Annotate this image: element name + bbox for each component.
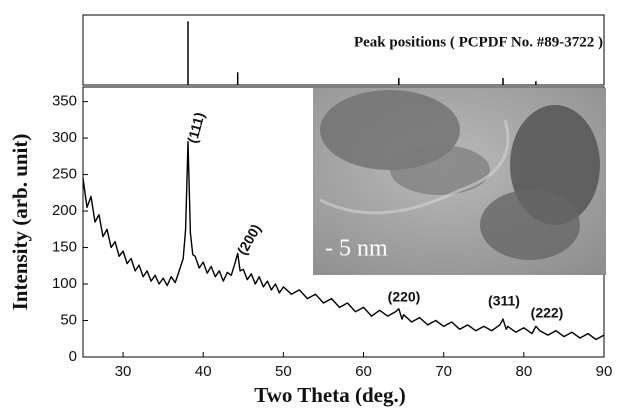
x-tick-label: 70 bbox=[435, 363, 452, 380]
peak-label: (220) bbox=[388, 289, 421, 305]
x-tick-label: 80 bbox=[516, 363, 533, 380]
y-tick-label: 300 bbox=[52, 129, 77, 146]
y-tick-label: 100 bbox=[52, 275, 77, 292]
reference-title: Peak positions ( PCPDF No. #89-3722 ) bbox=[354, 34, 603, 50]
reference-frame bbox=[82, 14, 605, 86]
x-tick-label: 50 bbox=[275, 363, 292, 380]
y-tick-label: 0 bbox=[69, 348, 77, 365]
peak-label: (111) bbox=[184, 111, 208, 145]
scale-label: - 5 nm bbox=[325, 236, 388, 262]
y-tick-label: 150 bbox=[52, 239, 77, 256]
particle-cluster bbox=[390, 145, 490, 195]
film-edge bbox=[319, 119, 510, 215]
particle-cluster bbox=[480, 190, 580, 260]
x-tick-label: 60 bbox=[355, 363, 372, 380]
peak-label: (222) bbox=[531, 305, 564, 321]
y-axis-label: Intensity (arb. unit) bbox=[8, 134, 32, 311]
x-axis-label: Two Theta (deg.) bbox=[254, 383, 405, 407]
xrd-line bbox=[82, 141, 605, 341]
y-tick-label: 250 bbox=[52, 166, 77, 183]
x-tick-label: 90 bbox=[596, 363, 613, 380]
x-tick-label: 40 bbox=[195, 363, 212, 380]
y-tick-label: 50 bbox=[60, 311, 77, 328]
tem-inset: - 5 nm bbox=[313, 88, 606, 275]
peak-label: (311) bbox=[488, 293, 520, 309]
x-tick-label: 30 bbox=[115, 363, 132, 380]
y-tick-label: 200 bbox=[52, 202, 77, 219]
peak-label: (200) bbox=[234, 221, 264, 257]
y-tick-label: 350 bbox=[52, 93, 77, 110]
